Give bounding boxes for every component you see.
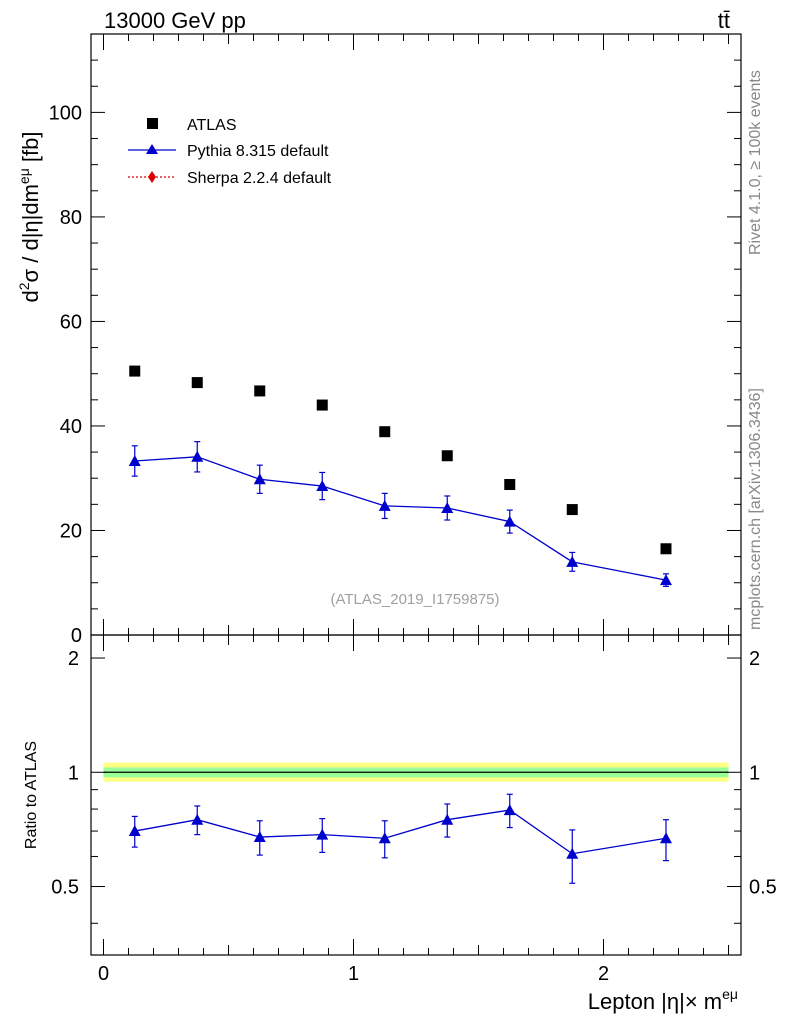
ratio-pythia-point <box>191 813 204 825</box>
ratio-y-label: Ratio to ATLAS <box>23 741 40 849</box>
x-axis: 0 1 2 <box>98 635 729 985</box>
energy-label: 13000 GeV pp <box>104 8 246 33</box>
ratio-pythia-point <box>128 825 141 837</box>
ratio-plot-content <box>103 762 729 884</box>
legend-pythia-label: Pythia 8.315 default <box>187 143 329 160</box>
y-tick-label: 100 <box>49 102 82 124</box>
legend-atlas-label: ATLAS <box>187 117 237 134</box>
ratio-pythia-point <box>378 832 391 844</box>
y-tick-label: 0 <box>71 625 82 647</box>
ratio-pythia-point <box>316 828 329 840</box>
ratio-y-tick-label-right: 0.5 <box>749 877 777 899</box>
ratio-y-tick-label: 0.5 <box>51 877 79 899</box>
ratio-pythia-point <box>253 831 266 843</box>
legend-sherpa-label: Sherpa 2.2.4 default <box>187 170 332 187</box>
ratio-panel: 0.5 0.5 1 1 2 2 0 1 2 Ratio to ATLAS Lepton |η|… <box>23 634 777 1014</box>
process-label: tt̄ <box>718 8 730 33</box>
atlas-point <box>441 450 453 462</box>
pythia-point <box>566 555 579 567</box>
xlabel-part: Lepton |η|× m <box>588 989 722 1014</box>
x-tick-label: 2 <box>598 963 609 985</box>
y-tick-label: 40 <box>60 416 82 438</box>
ylabel-part: d <box>18 290 43 302</box>
atlas-point <box>129 365 141 377</box>
ratio-pythia-point <box>441 813 454 825</box>
ratio-pythia-point <box>503 804 516 816</box>
atlas-point <box>504 478 516 490</box>
mcplots-label: mcplots.cern.ch [arXiv:1306.3436] <box>747 388 764 630</box>
ylabel-sup: 2 <box>16 282 32 290</box>
pythia-point <box>128 454 141 466</box>
ylabel-part: [fb] <box>18 132 43 169</box>
pythia-point <box>441 502 454 514</box>
ylabel-part: σ / d|η|dm <box>18 184 43 282</box>
ratio-y-tick-label: 1 <box>68 762 79 784</box>
xlabel-sup: eμ <box>722 986 738 1002</box>
pythia-point <box>253 473 266 485</box>
pythia-point <box>660 574 672 586</box>
pythia-line <box>134 456 667 581</box>
ratio-y-axis: 0.5 0.5 1 1 2 2 <box>51 648 777 924</box>
analysis-watermark: (ATLAS_2019_I1759875) <box>330 591 499 608</box>
atlas-point <box>191 377 203 389</box>
atlas-point <box>660 543 672 555</box>
y-tick-label: 80 <box>60 207 82 229</box>
pythia-point <box>503 515 516 527</box>
legend: ATLAS Pythia 8.315 default Sherpa 2.2.4 … <box>128 117 332 187</box>
main-panel: 0 20 40 60 80 100 (ATLAS_2019_I1759875) d2σ /… <box>16 33 742 647</box>
main-y-axis: 0 20 40 60 80 100 <box>49 33 741 647</box>
ratio-y-tick-label-right: 1 <box>749 762 760 784</box>
atlas-point <box>316 399 328 411</box>
ratio-y-tick-label-right: 2 <box>749 648 760 670</box>
atlas-point <box>254 385 266 397</box>
legend-pythia-marker <box>146 144 158 154</box>
pythia-point <box>378 499 391 511</box>
y-tick-label: 60 <box>60 311 82 333</box>
x-axis-label: Lepton |η|× meμ <box>588 986 738 1014</box>
rivet-label: Rivet 4.1.0, ≥ 100k events <box>747 70 764 255</box>
ratio-pythia-point <box>566 847 579 859</box>
main-plot-content <box>128 365 672 587</box>
main-y-label: d2σ / d|η|dmeμ [fb] <box>16 132 43 303</box>
ylabel-sup: eμ <box>16 168 32 184</box>
ratio-y-tick-label: 2 <box>68 648 79 670</box>
y-tick-label: 20 <box>60 520 82 542</box>
x-tick-label: 0 <box>98 963 109 985</box>
atlas-point <box>379 426 391 438</box>
ratio-pythia-line <box>134 809 667 855</box>
pythia-point <box>316 480 329 492</box>
pythia-point <box>191 450 204 462</box>
x-tick-label: 1 <box>348 963 359 985</box>
ratio-frame <box>90 634 742 956</box>
ratio-pythia-point <box>660 832 672 844</box>
legend-atlas-marker <box>147 118 158 129</box>
legend-sherpa-marker <box>148 171 156 183</box>
atlas-point <box>566 504 578 516</box>
